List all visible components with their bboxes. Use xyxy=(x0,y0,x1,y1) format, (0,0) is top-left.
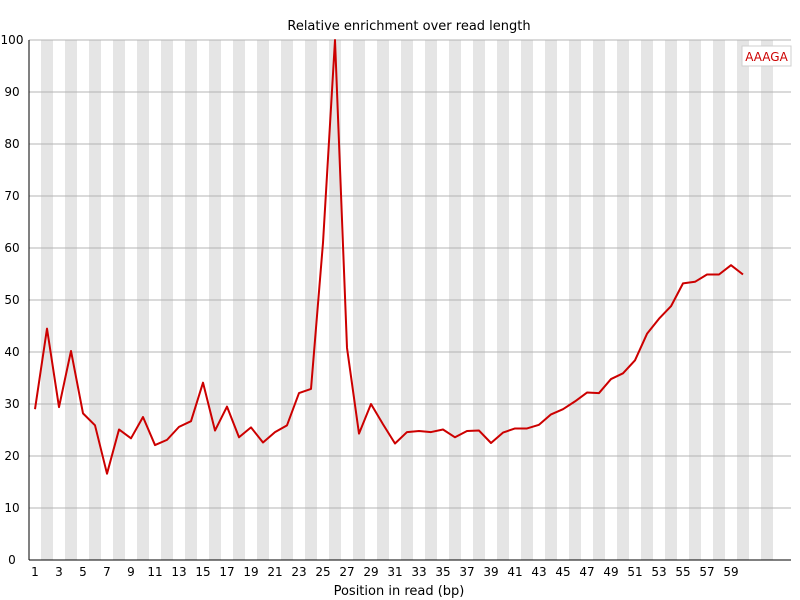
x-tick-label: 49 xyxy=(603,565,618,579)
x-tick-label: 11 xyxy=(147,565,162,579)
y-gridlines xyxy=(29,39,791,509)
y-tick-label: 50 xyxy=(4,293,19,307)
x-tick-label: 29 xyxy=(363,565,378,579)
x-tick-label: 21 xyxy=(267,565,282,579)
y-tick-label: 0 xyxy=(8,553,16,567)
x-tick-label: 53 xyxy=(651,565,666,579)
x-tick-label: 7 xyxy=(103,565,111,579)
series-layer xyxy=(34,39,744,475)
x-tick-label: 51 xyxy=(627,565,642,579)
y-tick-label: 70 xyxy=(4,189,19,203)
legend: AAAGA xyxy=(741,45,792,67)
series-line xyxy=(34,39,744,475)
x-axis-title: Position in read (bp) xyxy=(334,584,465,599)
x-tick-label: 43 xyxy=(531,565,546,579)
legend-label: AAAGA xyxy=(745,50,788,64)
x-tick-label: 37 xyxy=(459,565,474,579)
x-tick-label: 5 xyxy=(79,565,87,579)
axes xyxy=(28,40,791,561)
x-tick-label: 19 xyxy=(243,565,258,579)
x-tick-label: 27 xyxy=(339,565,354,579)
x-tick-label: 59 xyxy=(723,565,738,579)
x-tick-label: 3 xyxy=(55,565,63,579)
chart-title: Relative enrichment over read length xyxy=(287,19,530,34)
y-tick-label: 60 xyxy=(4,241,19,255)
x-tick-label: 23 xyxy=(291,565,306,579)
y-tick-label: 100 xyxy=(1,33,24,47)
x-tick-label: 15 xyxy=(195,565,210,579)
x-tick-labels: 1 3 5 7 9 11 13 15 17 19 21 23 25 27 29 31 33 35 37 39 41 43 4… xyxy=(31,565,738,579)
y-tick-label: 80 xyxy=(4,137,19,151)
legend-box xyxy=(741,45,792,67)
y-tick-labels: 0 10 20 30 40 50 60 70 80 90 100 xyxy=(1,33,24,567)
y-tick-label: 30 xyxy=(4,397,19,411)
x-tick-label: 35 xyxy=(435,565,450,579)
x-tick-label: 33 xyxy=(411,565,426,579)
x-tick-label: 39 xyxy=(483,565,498,579)
x-tick-label: 1 xyxy=(31,565,39,579)
y-tick-label: 10 xyxy=(4,501,19,515)
x-tick-label: 31 xyxy=(387,565,402,579)
y-tick-label: 40 xyxy=(4,345,19,359)
y-tick-label: 90 xyxy=(4,85,19,99)
x-tick-label: 17 xyxy=(219,565,234,579)
x-tick-label: 13 xyxy=(171,565,186,579)
x-tick-label: 57 xyxy=(699,565,714,579)
x-tick-label: 25 xyxy=(315,565,330,579)
x-tick-label: 47 xyxy=(579,565,594,579)
x-tick-label: 9 xyxy=(127,565,135,579)
y-tick-label: 20 xyxy=(4,449,19,463)
x-tick-label: 45 xyxy=(555,565,570,579)
x-tick-label: 41 xyxy=(507,565,522,579)
x-tick-label: 55 xyxy=(675,565,690,579)
